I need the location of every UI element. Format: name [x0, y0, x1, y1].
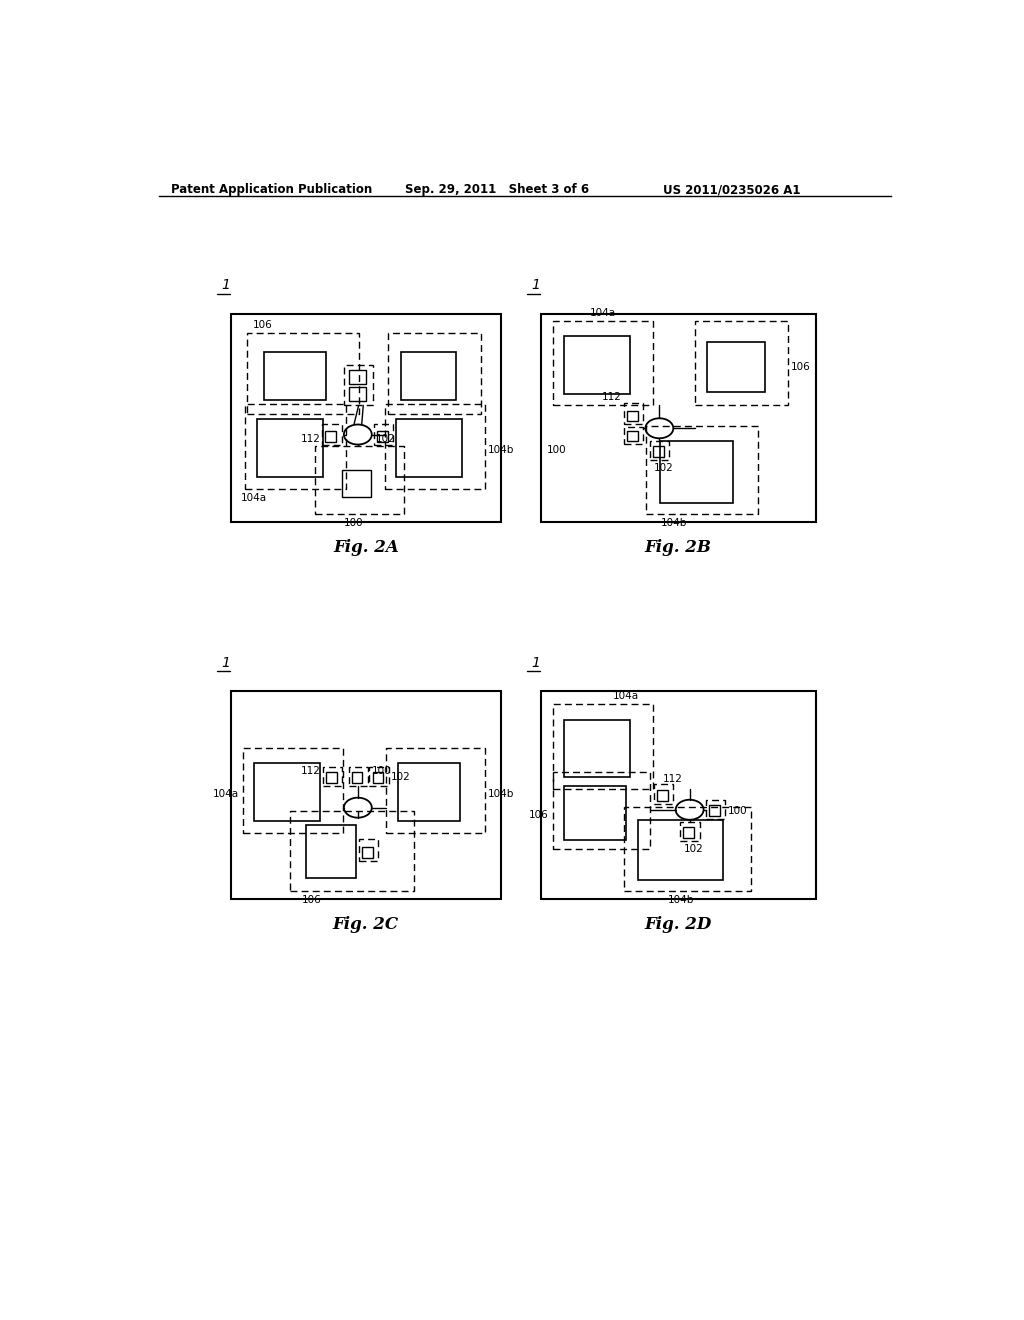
Bar	[387, 333, 480, 413]
Bar	[707, 342, 765, 392]
Text: 100: 100	[728, 807, 748, 816]
Bar	[659, 441, 733, 503]
Text: 106: 106	[529, 809, 549, 820]
Bar	[657, 789, 668, 800]
Bar	[564, 337, 630, 393]
Bar	[326, 432, 336, 442]
Text: 102: 102	[391, 772, 411, 781]
Text: 112: 112	[300, 434, 321, 444]
Bar	[323, 424, 342, 445]
Bar	[373, 772, 383, 783]
Text: 112: 112	[664, 774, 683, 784]
Bar	[377, 432, 388, 442]
Text: 1: 1	[222, 279, 230, 293]
Bar	[342, 470, 372, 498]
Text: 106: 106	[253, 319, 272, 330]
Text: Fig. 2C: Fig. 2C	[333, 916, 399, 933]
Bar	[553, 321, 653, 405]
Text: US 2011/0235026 A1: US 2011/0235026 A1	[663, 183, 800, 197]
Text: 100: 100	[372, 766, 391, 776]
Bar	[650, 441, 670, 459]
Bar	[231, 314, 501, 521]
Bar	[624, 807, 752, 891]
Text: Patent Application Publication: Patent Application Publication	[171, 183, 372, 197]
Bar	[323, 767, 342, 787]
Bar	[306, 825, 356, 878]
Bar	[361, 847, 373, 858]
Bar	[645, 425, 758, 515]
Text: 1: 1	[531, 279, 541, 293]
Bar	[397, 763, 460, 821]
Bar	[358, 840, 378, 861]
Text: 100: 100	[344, 517, 364, 528]
Text: 1: 1	[531, 656, 541, 669]
Text: 106: 106	[791, 362, 810, 372]
Bar	[564, 787, 627, 840]
Bar	[624, 403, 643, 425]
Bar	[374, 424, 393, 445]
Bar	[396, 420, 462, 477]
Bar	[653, 446, 664, 457]
Text: 104b: 104b	[662, 517, 687, 528]
Bar	[348, 767, 368, 787]
Bar	[231, 692, 501, 899]
Text: Fig. 2B: Fig. 2B	[645, 539, 712, 556]
Bar	[344, 366, 374, 405]
Bar	[263, 352, 326, 400]
Text: Sep. 29, 2011   Sheet 3 of 6: Sep. 29, 2011 Sheet 3 of 6	[406, 183, 590, 197]
Bar	[385, 404, 485, 488]
Bar	[291, 810, 415, 891]
Text: 112: 112	[602, 392, 623, 403]
Bar	[683, 828, 694, 838]
Bar	[348, 370, 366, 384]
Bar	[370, 767, 389, 787]
Text: 104a: 104a	[613, 692, 639, 701]
Text: 104b: 104b	[487, 789, 514, 799]
Bar	[654, 784, 674, 804]
Text: 106: 106	[302, 895, 322, 906]
Bar	[245, 404, 346, 488]
Text: 104a: 104a	[213, 789, 239, 799]
Bar	[326, 772, 337, 783]
Bar	[351, 772, 362, 783]
Bar	[247, 333, 359, 413]
Bar	[257, 420, 323, 477]
Bar	[314, 446, 403, 515]
Text: Fig. 2A: Fig. 2A	[333, 539, 398, 556]
Bar	[401, 352, 456, 400]
Text: 104b: 104b	[487, 445, 514, 455]
Bar	[564, 719, 630, 777]
Text: 102: 102	[654, 463, 674, 473]
Bar	[553, 705, 653, 789]
Text: 112: 112	[301, 766, 321, 776]
Bar	[695, 321, 788, 405]
Bar	[627, 411, 638, 421]
Bar	[254, 763, 321, 821]
Text: 100: 100	[547, 445, 567, 455]
Text: 104a: 104a	[590, 308, 616, 318]
Bar	[624, 426, 643, 444]
Bar	[348, 387, 366, 401]
Text: 104a: 104a	[241, 494, 267, 503]
Bar	[638, 820, 723, 880]
Bar	[553, 772, 649, 849]
Bar	[541, 314, 816, 521]
Bar	[541, 692, 816, 899]
Bar	[627, 432, 638, 441]
Text: 102: 102	[684, 845, 703, 854]
Text: 102: 102	[376, 434, 396, 444]
Bar	[706, 800, 725, 818]
Text: 104b: 104b	[668, 895, 694, 906]
Bar	[243, 748, 343, 833]
Text: 1: 1	[222, 656, 230, 669]
Bar	[680, 822, 699, 841]
Text: Fig. 2D: Fig. 2D	[645, 916, 712, 933]
Bar	[386, 748, 485, 833]
Bar	[709, 805, 720, 816]
